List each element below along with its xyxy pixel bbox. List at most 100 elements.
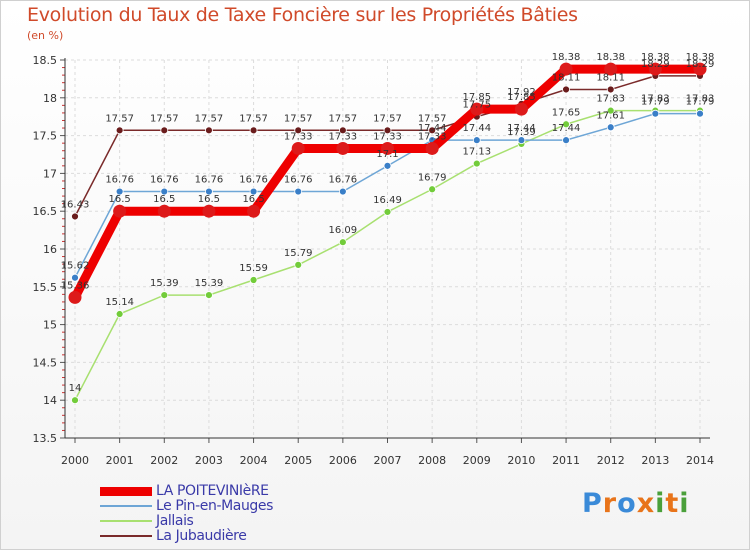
data-label: 18.11 <box>552 72 581 83</box>
logo-letter: t <box>665 488 680 519</box>
data-label: 17.65 <box>552 107 581 118</box>
data-label: 15.14 <box>105 297 134 308</box>
data-label: 17.61 <box>596 110 625 121</box>
data-point <box>115 126 124 135</box>
data-point <box>294 260 303 269</box>
data-label: 17.33 <box>329 131 358 142</box>
x-tick-label: 2001 <box>106 454 134 467</box>
data-label: 17.57 <box>418 113 447 124</box>
data-point <box>68 290 82 304</box>
data-label: 18.38 <box>596 52 625 63</box>
data-label: 17.83 <box>641 94 670 105</box>
data-label: 15.62 <box>61 261 90 272</box>
data-label: 17.57 <box>150 113 179 124</box>
x-tick-label: 2014 <box>686 454 714 467</box>
proxiti-logo: Proxiti <box>582 488 690 519</box>
data-point <box>247 204 261 218</box>
data-label: 17.44 <box>552 123 581 134</box>
x-tick-label: 2009 <box>463 454 491 467</box>
x-tick-label: 2005 <box>284 454 312 467</box>
data-label: 17.57 <box>195 113 224 124</box>
data-label: 17.79 <box>641 97 670 108</box>
data-label: 16.5 <box>153 194 175 205</box>
y-tick-label: 17 <box>43 167 57 180</box>
x-tick-label: 2006 <box>329 454 357 467</box>
logo-letter: x <box>636 488 656 519</box>
data-point <box>606 106 615 115</box>
x-tick-label: 2003 <box>195 454 223 467</box>
data-label: 17.1 <box>376 149 398 160</box>
data-point <box>336 141 350 155</box>
data-label: 17.85 <box>507 92 536 103</box>
data-label: 17.83 <box>596 94 625 105</box>
data-label: 17.57 <box>373 113 402 124</box>
legend-label: Jallais <box>156 513 194 529</box>
data-point <box>71 212 79 221</box>
data-label: 16.5 <box>198 194 220 205</box>
data-point <box>338 126 347 135</box>
data-label: 17.13 <box>462 147 491 158</box>
y-tick-label: 16.5 <box>33 205 58 218</box>
data-point <box>693 62 707 76</box>
data-point <box>249 276 258 284</box>
data-label: 17.79 <box>686 97 715 108</box>
data-label: 18.38 <box>641 52 670 63</box>
x-tick-label: 2010 <box>507 454 535 467</box>
data-point <box>205 187 213 196</box>
data-point <box>205 126 213 135</box>
data-point <box>160 187 169 196</box>
legend-swatch <box>100 486 152 496</box>
data-label: 16.76 <box>329 175 358 186</box>
y-tick-label: 13.5 <box>33 432 58 445</box>
data-point <box>205 291 213 300</box>
data-point <box>294 126 303 135</box>
data-label: 17.33 <box>373 131 402 142</box>
data-point <box>425 141 439 155</box>
data-label: 18.38 <box>552 52 581 63</box>
data-label: 17.57 <box>105 113 134 124</box>
data-label: 16.76 <box>284 175 313 186</box>
data-point <box>470 102 484 116</box>
data-label: 15.59 <box>239 263 268 274</box>
legend-swatch <box>100 505 152 507</box>
y-tick-label: 18 <box>43 92 57 105</box>
data-point <box>160 291 169 300</box>
data-point <box>202 204 216 218</box>
x-tick-label: 2011 <box>552 454 580 467</box>
data-point <box>115 187 124 196</box>
data-point <box>71 396 79 405</box>
data-point <box>604 62 618 76</box>
data-label: 14 <box>69 383 82 394</box>
data-point <box>338 238 347 247</box>
data-point <box>383 126 392 135</box>
data-label: 18.29 <box>641 59 670 70</box>
logo-letter: i <box>679 488 690 519</box>
data-label: 16.79 <box>418 172 447 183</box>
data-labels: 15.36 16.5 16.5 16.5 16.5 17.33 17.33 17.33 17.3… <box>61 52 715 394</box>
data-point <box>606 123 615 132</box>
data-label: 16.76 <box>239 175 268 186</box>
data-label: 17.57 <box>284 113 313 124</box>
data-label: 15.39 <box>195 278 224 289</box>
data-label: 17.39 <box>507 127 536 138</box>
data-point <box>71 273 79 282</box>
logo-letter: r <box>602 488 618 519</box>
axes: 13.5 14 14.5 15 15.5 16 16.5 17 17.5 18 18.5 2000 20… <box>33 54 715 467</box>
data-point <box>115 310 124 318</box>
unit-label: (en %) <box>27 29 64 42</box>
data-point <box>514 102 528 116</box>
data-label: 15.36 <box>61 280 90 291</box>
data-label: 16.09 <box>329 225 358 236</box>
data-label: 17.33 <box>418 131 447 142</box>
x-tick-label: 2008 <box>418 454 446 467</box>
y-tick-label: 16 <box>43 243 57 256</box>
logo-letter: o <box>617 488 637 519</box>
data-label: 17.44 <box>462 123 491 134</box>
data-point <box>562 136 570 145</box>
x-tick-label: 2000 <box>61 454 89 467</box>
data-label: 16.49 <box>373 195 402 206</box>
data-label: 17.85 <box>462 92 491 103</box>
data-point <box>696 109 704 118</box>
legend-label: La Jubaudière <box>156 528 247 544</box>
